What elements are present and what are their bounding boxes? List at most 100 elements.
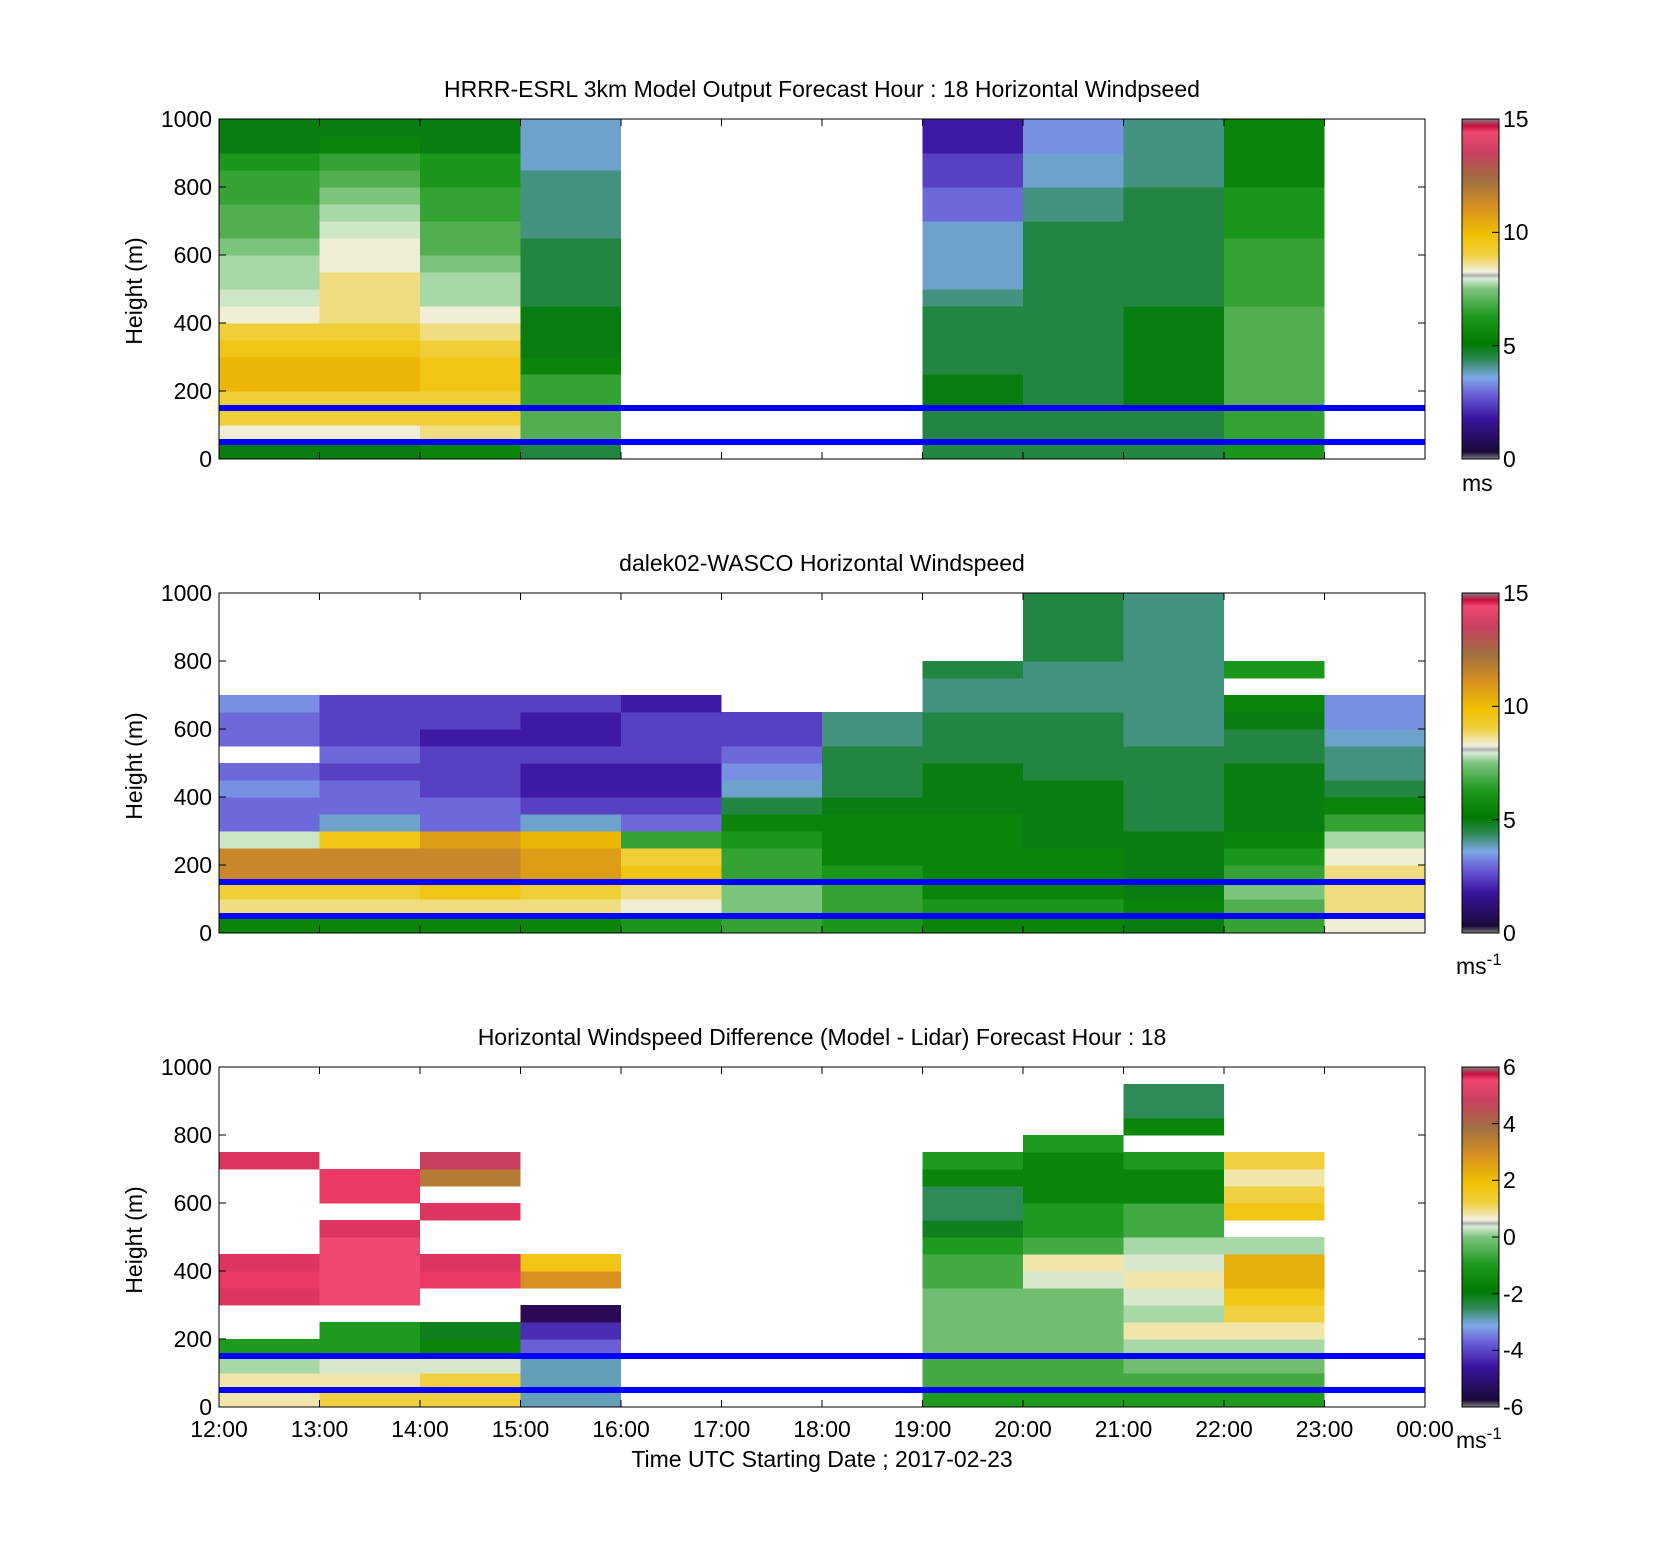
heatmap-cell [822,729,923,747]
reference-lines [219,879,1425,919]
heatmap-cell [319,204,420,222]
heatmap-cell [621,780,722,798]
y-tick-label: 600 [174,1190,212,1216]
heatmap-cell [520,729,621,747]
y-tick-label: 800 [174,1122,212,1148]
heatmap-cell [922,1152,1023,1170]
heatmap-cell [520,374,621,392]
heatmap-cell [420,1203,521,1221]
heatmap-cell [1123,255,1224,273]
heatmap-cell [1224,323,1325,341]
heatmap-cell [1224,187,1325,205]
heatmap-cell [922,899,1023,917]
heatmap-cell [219,1288,320,1306]
heatmap-cell [922,797,1023,815]
colorbar-tick-labels: 0 5 10 15 [1503,580,1529,946]
x-tick-label: 21:00 [1095,1416,1153,1442]
heatmap-cell [520,763,621,781]
heatmap-cell [822,831,923,849]
colorbar: 0 5 10 15 ms [1461,106,1529,496]
heatmap-cell [721,899,822,917]
heatmap-cell [822,865,923,883]
heatmap-cell [1123,729,1224,747]
heatmap-cell [420,187,521,205]
heatmap-cell [319,255,420,273]
colorbar-tick-label: 5 [1503,807,1516,833]
heatmap-cell [319,1220,420,1238]
colorbar-ticks [1492,1066,1499,1408]
heatmap-cell [1224,357,1325,375]
heatmap-cell [319,272,420,290]
heatmap-cell [420,848,521,866]
heatmap-cell [621,831,722,849]
heatmap-cell [1224,1288,1325,1306]
heatmap-cell [1224,814,1325,832]
heatmap-cell [1123,204,1224,222]
heatmap-cell [1324,797,1425,815]
heatmap-cell [319,170,420,188]
heatmap-cell [520,1390,621,1408]
heatmap-cell [1123,238,1224,256]
colorbar-unit-text: ms [1456,953,1487,979]
heatmap-cell [319,357,420,375]
heatmap-cell [1224,425,1325,443]
heatmap-cells [219,593,1425,934]
heatmap-cell [621,814,722,832]
heatmap-cell [922,1237,1023,1255]
heatmap-cell [1324,712,1425,730]
y-tick-label: 600 [174,716,212,742]
heatmap-cell [922,1288,1023,1306]
y-tick-label: 0 [199,920,212,946]
heatmap-cell [520,119,621,137]
heatmap-cell [1023,1322,1124,1340]
heatmap-cell [319,780,420,798]
heatmap-cell [319,221,420,239]
x-tick-label: 20:00 [994,1416,1052,1442]
colorbar-unit: ms [1462,470,1493,496]
heatmap-cell [520,1305,621,1323]
heatmap-cell [1123,1169,1224,1187]
heatmap-cell [922,661,1023,679]
heatmap-cell [1123,136,1224,154]
heatmap-cell [922,425,1023,443]
heatmap-cell [822,797,923,815]
heatmap-cell [1123,323,1224,341]
heatmap-cell [1224,1373,1325,1391]
heatmap-cell [1023,1339,1124,1357]
heatmap-cell [1123,882,1224,900]
heatmap-cell [1023,289,1124,307]
panel-difference: Horizontal Windspeed Difference (Model -… [121,1024,1524,1472]
colorbar-tick-label: 15 [1503,580,1529,606]
colorbar-unit-sup: -1 [1487,1424,1502,1443]
heatmap-cell [1023,119,1124,137]
heatmap-cell [219,374,320,392]
heatmap-cell [420,221,521,239]
heatmap-cell [420,1254,521,1272]
y-tick-label: 200 [174,1326,212,1352]
heatmap-cell [319,916,420,934]
heatmap-cell [1123,221,1224,239]
heatmap-cell [1123,712,1224,730]
heatmap-cell [922,442,1023,460]
heatmap-cell [1123,1288,1224,1306]
heatmap-cell [922,119,1023,137]
heatmap-cell [1224,1254,1325,1272]
heatmap-cell [319,442,420,460]
heatmap-cell [1123,661,1224,679]
heatmap-cell [1224,340,1325,358]
heatmap-cell [219,763,320,781]
heatmap-cell [922,882,1023,900]
heatmap-cell [1224,780,1325,798]
heatmap-cell [1224,221,1325,239]
heatmap-cell [1023,763,1124,781]
heatmap-cell [520,153,621,171]
heatmap-cell [219,425,320,443]
heatmap-cell [621,882,722,900]
heatmap-cell [219,289,320,307]
colorbar-ticks [1492,118,1499,460]
heatmap-cell [922,289,1023,307]
heatmap-cell [319,1186,420,1204]
y-tick-label: 1000 [161,1054,212,1080]
heatmap-cell [1023,865,1124,883]
heatmap-cell [922,1271,1023,1289]
